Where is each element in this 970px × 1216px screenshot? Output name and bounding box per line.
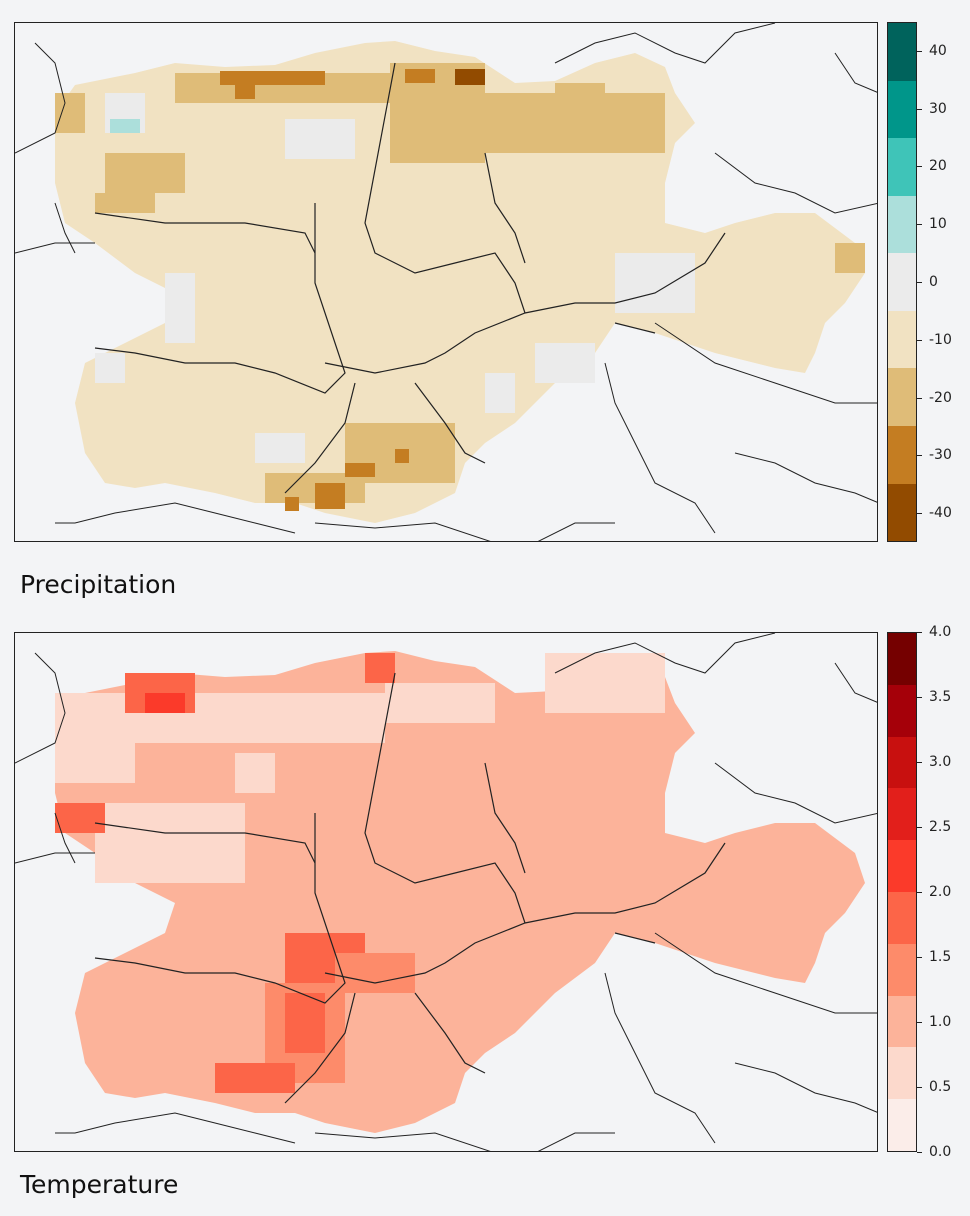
legend-swatch bbox=[888, 23, 916, 81]
country-borders bbox=[15, 633, 877, 1151]
legend-tick-label: 3.0 bbox=[917, 754, 951, 770]
region-fill bbox=[55, 41, 865, 523]
admin-borders bbox=[94, 62, 726, 494]
legend-tick-label: 10 bbox=[917, 216, 947, 232]
legend-tick-label: 4.0 bbox=[917, 624, 951, 640]
legend-tick-label: -20 bbox=[917, 390, 952, 406]
legend-swatch bbox=[888, 425, 916, 484]
legend-swatch bbox=[888, 310, 916, 369]
precipitation-map bbox=[14, 22, 878, 542]
legend-swatch bbox=[888, 891, 916, 944]
precipitation-legend bbox=[887, 22, 917, 542]
legend-swatch bbox=[888, 1099, 916, 1151]
temperature-map bbox=[14, 632, 878, 1152]
legend-tick-label: 0.5 bbox=[917, 1079, 951, 1095]
temperature-title: Temperature bbox=[20, 1170, 179, 1199]
legend-swatch bbox=[888, 995, 916, 1048]
legend-tick-label: -40 bbox=[917, 505, 952, 521]
legend-swatch bbox=[888, 483, 916, 542]
legend-tick-label: 1.0 bbox=[917, 1014, 951, 1030]
legend-tick-label: 0 bbox=[917, 274, 938, 290]
legend-swatch bbox=[888, 80, 916, 139]
legend-swatch bbox=[888, 788, 916, 841]
legend-swatch bbox=[888, 633, 916, 685]
country-borders bbox=[15, 23, 877, 541]
temperature-legend-ticks: 4.0 3.5 3.0 2.5 2.0 1.5 1.0 0.5 0.0 bbox=[917, 624, 970, 1160]
legend-tick-label: 30 bbox=[917, 101, 947, 117]
legend-swatch bbox=[888, 684, 916, 737]
temperature-map-svg bbox=[15, 633, 877, 1151]
legend-swatch bbox=[888, 138, 916, 196]
temperature-legend bbox=[887, 632, 917, 1152]
legend-swatch bbox=[888, 840, 916, 892]
precipitation-legend-ticks: 40 30 20 10 0 -10 -20 -30 -40 bbox=[917, 22, 970, 542]
legend-tick-label: -10 bbox=[917, 332, 952, 348]
strong-warming-patches bbox=[55, 653, 415, 1093]
drying-patches bbox=[55, 63, 865, 511]
precipitation-title: Precipitation bbox=[20, 570, 177, 599]
legend-tick-label: 3.5 bbox=[917, 689, 951, 705]
legend-tick-label: 2.0 bbox=[917, 884, 951, 900]
legend-swatch bbox=[888, 736, 916, 789]
legend-tick-label: 1.5 bbox=[917, 949, 951, 965]
precipitation-map-svg bbox=[15, 23, 877, 541]
legend-tick-label: 2.5 bbox=[917, 819, 951, 835]
legend-swatch bbox=[888, 368, 916, 426]
legend-swatch bbox=[888, 1047, 916, 1100]
legend-swatch bbox=[888, 943, 916, 996]
neutral-patches bbox=[95, 93, 695, 463]
legend-tick-label: 40 bbox=[917, 43, 947, 59]
legend-swatch bbox=[888, 195, 916, 254]
legend-tick-label: 20 bbox=[917, 158, 947, 174]
legend-swatch bbox=[888, 253, 916, 311]
legend-tick-label: 0.0 bbox=[917, 1144, 951, 1160]
admin-borders bbox=[94, 672, 726, 1104]
light-warming-patches bbox=[55, 653, 665, 883]
legend-tick-label: -30 bbox=[917, 447, 952, 463]
